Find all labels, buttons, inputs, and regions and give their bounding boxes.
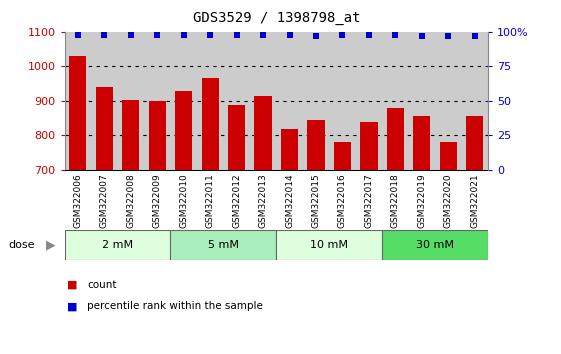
Text: GSM322014: GSM322014 [285,173,294,228]
Text: GSM322008: GSM322008 [126,173,135,228]
Text: ▶: ▶ [45,239,56,252]
Text: GSM322010: GSM322010 [179,173,188,228]
Bar [276,230,382,260]
Text: GSM322017: GSM322017 [365,173,374,228]
Bar [307,120,325,170]
Text: GSM322020: GSM322020 [444,173,453,228]
Text: GSM322018: GSM322018 [391,173,400,228]
Text: GSM322013: GSM322013 [259,173,268,228]
Bar [281,129,298,170]
Bar [440,142,457,170]
Text: GDS3529 / 1398798_at: GDS3529 / 1398798_at [192,11,360,25]
Bar [413,116,430,170]
Text: GSM322006: GSM322006 [73,173,82,228]
Text: 5 mM: 5 mM [208,240,239,250]
Text: 30 mM: 30 mM [416,240,454,250]
Text: GSM322011: GSM322011 [206,173,215,228]
Bar [65,230,171,260]
Bar [122,100,139,170]
Text: GSM322016: GSM322016 [338,173,347,228]
Bar [228,105,245,170]
Text: GSM322012: GSM322012 [232,173,241,228]
Bar [334,142,351,170]
Bar [95,87,113,170]
Text: ■: ■ [67,301,78,311]
Bar [175,91,192,170]
Text: GSM322009: GSM322009 [153,173,162,228]
Text: 2 mM: 2 mM [102,240,133,250]
Text: GSM322015: GSM322015 [311,173,320,228]
Text: count: count [87,280,117,290]
Bar [466,116,484,170]
Bar [360,122,378,170]
Text: GSM322019: GSM322019 [417,173,426,228]
Text: dose: dose [8,240,35,250]
Text: GSM322007: GSM322007 [100,173,109,228]
Bar [149,101,165,170]
Text: percentile rank within the sample: percentile rank within the sample [87,301,263,311]
Bar [382,230,488,260]
Bar [387,108,404,170]
Text: GSM322021: GSM322021 [470,173,479,228]
Bar [201,78,219,170]
Bar [69,56,86,170]
Bar [171,230,276,260]
Bar [255,96,272,170]
Text: 10 mM: 10 mM [310,240,348,250]
Text: ■: ■ [67,280,78,290]
